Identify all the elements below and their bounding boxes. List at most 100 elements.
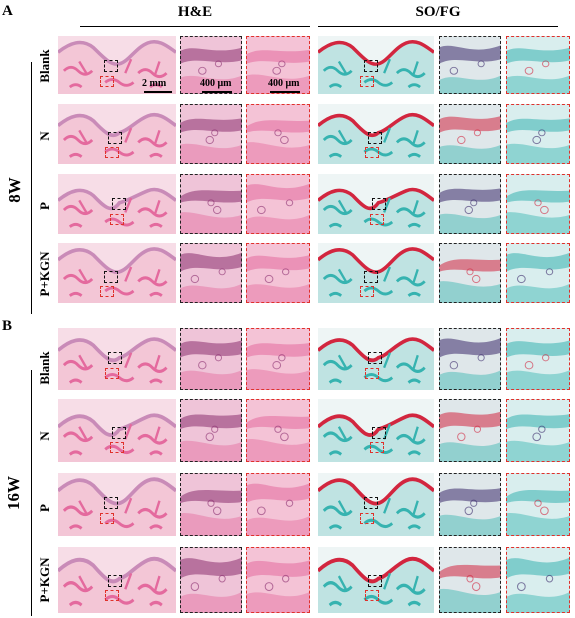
column-title-sofg-a: SO/FG bbox=[415, 4, 461, 20]
scale-label-zoom-black: 400 μm bbox=[200, 78, 232, 89]
row-label-b-blank: Blank bbox=[37, 351, 52, 385]
column-title-he-a: H&E bbox=[177, 4, 213, 20]
sofg-zoom-black-image-b-blank bbox=[439, 328, 501, 390]
he-zoom-black-image-a-pkgn bbox=[180, 243, 242, 303]
row-label-b-pkgn: P+KGN bbox=[37, 557, 52, 603]
week-rule-8w bbox=[31, 62, 32, 314]
he-overview-image-a-pkgn bbox=[58, 243, 176, 303]
sofg-overview-image-a-blank bbox=[318, 36, 434, 94]
he-overview-image-b-p bbox=[58, 473, 176, 536]
sofg-overview-image-b-pkgn bbox=[318, 547, 434, 613]
roi-box-red bbox=[370, 442, 384, 453]
column-rule-sofg-a bbox=[318, 26, 558, 27]
roi-box-black bbox=[104, 271, 118, 283]
he-zoom-red-image-b-blank bbox=[246, 328, 310, 390]
he-zoom-red-image-a-n bbox=[246, 104, 310, 164]
roi-box-red bbox=[360, 286, 374, 297]
row-label-b-p: P bbox=[37, 504, 52, 512]
roi-box-black bbox=[372, 198, 386, 210]
he-overview-image-a-p bbox=[58, 174, 176, 234]
he-zoom-red-image-b-pkgn bbox=[246, 547, 310, 613]
he-overview-image-a-n bbox=[58, 104, 176, 164]
sofg-zoom-black-image-b-p bbox=[439, 473, 501, 536]
week-label-8w: 8W bbox=[5, 177, 24, 203]
week-rule-16w bbox=[31, 370, 32, 616]
sofg-zoom-black-image-b-n bbox=[439, 399, 501, 462]
he-zoom-red-image-b-p bbox=[246, 473, 310, 536]
roi-box-black bbox=[112, 198, 126, 210]
roi-box-red bbox=[365, 368, 379, 379]
sofg-zoom-black-image-a-blank bbox=[439, 36, 501, 94]
sofg-zoom-black-image-a-pkgn bbox=[439, 243, 501, 303]
he-zoom-black-image-b-n bbox=[180, 399, 242, 462]
sofg-overview-image-a-n bbox=[318, 104, 434, 164]
roi-box-black bbox=[368, 132, 382, 144]
he-overview-image-b-pkgn bbox=[58, 547, 176, 613]
scale-label-overview: 2 mm bbox=[142, 78, 167, 89]
he-zoom-red-image-b-n bbox=[246, 399, 310, 462]
he-overview-image-b-n bbox=[58, 399, 176, 462]
roi-box-red bbox=[360, 76, 374, 87]
roi-box-black bbox=[368, 575, 382, 587]
sofg-zoom-red-image-a-pkgn bbox=[506, 243, 570, 303]
roi-box-black bbox=[364, 497, 378, 509]
scale-label-zoom-red: 400 μm bbox=[268, 78, 300, 89]
sofg-overview-image-b-p bbox=[318, 473, 434, 536]
column-rule-he-a bbox=[80, 26, 310, 27]
he-zoom-red-image-a-p bbox=[246, 174, 310, 234]
roi-box-red bbox=[370, 214, 384, 225]
roi-box-red bbox=[360, 513, 374, 524]
sofg-zoom-red-image-b-n bbox=[506, 399, 570, 462]
he-overview-image-a-blank bbox=[58, 36, 176, 94]
sofg-overview-image-b-n bbox=[318, 399, 434, 462]
roi-box-black bbox=[372, 427, 386, 439]
roi-box-red bbox=[105, 368, 119, 379]
roi-box-red bbox=[105, 590, 119, 601]
row-label-a-n: N bbox=[37, 131, 52, 141]
sofg-zoom-red-image-a-p bbox=[506, 174, 570, 234]
scale-label-zoom-black-bar bbox=[202, 91, 232, 93]
he-zoom-red-image-a-blank bbox=[246, 36, 310, 94]
sofg-zoom-red-image-b-p bbox=[506, 473, 570, 536]
panel-letter-a: A bbox=[2, 3, 13, 19]
row-label-a-p: P bbox=[37, 202, 52, 210]
sofg-zoom-red-image-a-blank bbox=[506, 36, 570, 94]
sofg-zoom-red-image-b-pkgn bbox=[506, 547, 570, 613]
he-zoom-red-image-a-pkgn bbox=[246, 243, 310, 303]
he-zoom-black-image-b-blank bbox=[180, 328, 242, 390]
panel-letter-b: B bbox=[2, 318, 13, 334]
roi-box-black bbox=[108, 352, 122, 364]
roi-box-black bbox=[108, 575, 122, 587]
sofg-overview-image-a-pkgn bbox=[318, 243, 434, 303]
he-zoom-black-image-a-n bbox=[180, 104, 242, 164]
roi-box-red bbox=[105, 147, 119, 158]
sofg-zoom-red-image-b-blank bbox=[506, 328, 570, 390]
row-label-a-pkgn: P+KGN bbox=[37, 251, 52, 297]
scale-label-overview-bar bbox=[144, 91, 172, 93]
roi-box-red bbox=[100, 76, 114, 87]
roi-box-black bbox=[108, 132, 122, 144]
roi-box-black bbox=[104, 60, 118, 72]
roi-box-red bbox=[110, 442, 124, 453]
roi-box-red bbox=[110, 214, 124, 225]
sofg-zoom-black-image-a-n bbox=[439, 104, 501, 164]
scale-label-zoom-red-bar bbox=[270, 91, 300, 93]
roi-box-red bbox=[100, 286, 114, 297]
he-zoom-black-image-b-p bbox=[180, 473, 242, 536]
sofg-zoom-black-image-b-pkgn bbox=[439, 547, 501, 613]
sofg-zoom-black-image-a-p bbox=[439, 174, 501, 234]
sofg-overview-image-a-p bbox=[318, 174, 434, 234]
roi-box-black bbox=[368, 352, 382, 364]
sofg-overview-image-b-blank bbox=[318, 328, 434, 390]
roi-box-red bbox=[365, 147, 379, 158]
he-zoom-black-image-b-pkgn bbox=[180, 547, 242, 613]
he-zoom-black-image-a-p bbox=[180, 174, 242, 234]
he-zoom-black-image-a-blank bbox=[180, 36, 242, 94]
roi-box-black bbox=[112, 427, 126, 439]
roi-box-black bbox=[364, 60, 378, 72]
roi-box-black bbox=[104, 497, 118, 509]
roi-box-black bbox=[364, 271, 378, 283]
row-label-b-n: N bbox=[37, 431, 52, 441]
row-label-a-blank: Blank bbox=[37, 49, 52, 83]
he-overview-image-b-blank bbox=[58, 328, 176, 390]
